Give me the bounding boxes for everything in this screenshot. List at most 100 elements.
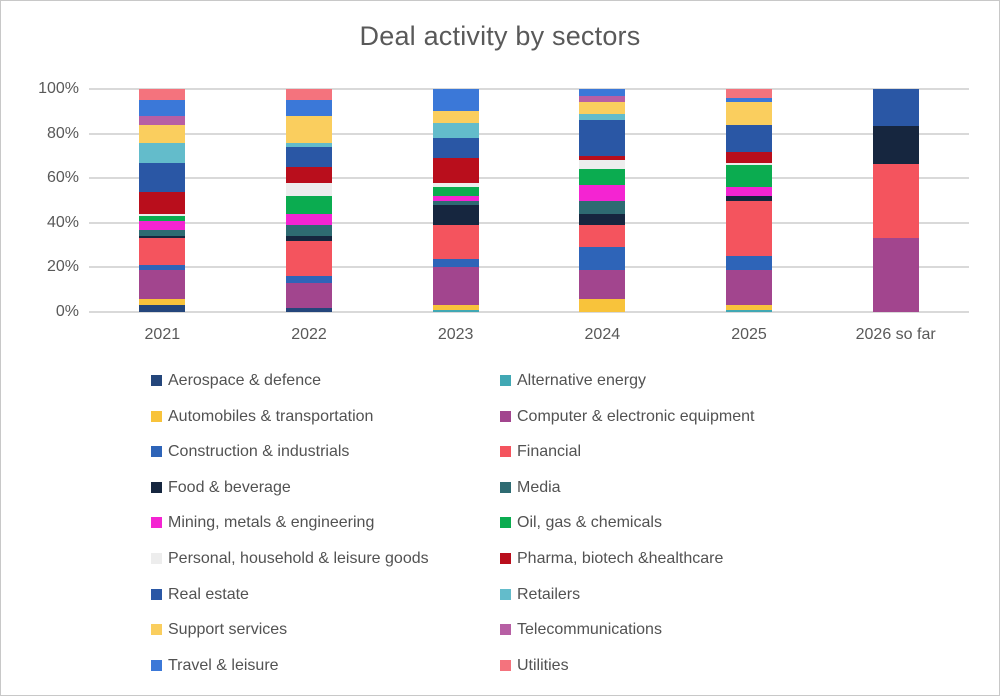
bar-segment (139, 305, 186, 312)
legend-swatch-icon (151, 517, 162, 529)
x-axis-category-label: 2024 (584, 326, 621, 343)
y-axis-tick-label: 40% (46, 213, 79, 231)
chart-title: Deal activity by sectors (359, 21, 641, 51)
legend-item: Media (500, 478, 754, 514)
bar-segment (432, 205, 479, 226)
bar-segment (286, 89, 332, 101)
y-axis-tick-label: 20% (46, 258, 79, 276)
stacked-bar (139, 89, 186, 312)
gridline (89, 132, 969, 135)
legend-swatch-icon (151, 375, 162, 386)
bar-segment (726, 102, 772, 125)
bar-segment (726, 305, 772, 310)
legend-label: Travel & leisure (168, 656, 279, 674)
legend-swatch-icon (151, 481, 162, 493)
legend-swatch-icon (151, 552, 162, 564)
legend-swatch-icon (151, 410, 162, 422)
bar-segment (139, 220, 186, 230)
legend-swatch-icon (151, 659, 162, 671)
legend-swatch-icon (500, 588, 511, 600)
legend-label: Utilities (517, 656, 569, 674)
bar-segment (286, 147, 332, 168)
legend-swatch-icon (151, 588, 162, 600)
legend-label: Mining, metals & engineering (168, 514, 375, 532)
legend-swatch-icon (151, 624, 162, 636)
bar-segment (872, 126, 919, 164)
bar-segment (286, 167, 332, 183)
y-axis-tick-label: 100% (38, 80, 79, 97)
bar-segment (432, 196, 479, 201)
bar-segment (579, 160, 626, 170)
bar-segment (579, 200, 626, 214)
legend-label: Real estate (168, 585, 249, 603)
gridline (89, 311, 969, 313)
bar-segment (726, 164, 772, 188)
bar-segment (726, 124, 772, 152)
stacked-bar (286, 89, 332, 312)
bar-segment (579, 213, 626, 226)
bar-segment (872, 89, 919, 127)
legend-item: Telecommunications (500, 620, 754, 656)
bar-segment (579, 269, 626, 299)
plot-area (89, 88, 969, 313)
legend-label: Automobiles & transportation (168, 407, 374, 425)
bar-segment (139, 191, 186, 214)
gridline (89, 221, 969, 224)
bar-segment (432, 122, 479, 139)
legend-item: Food & beverage (151, 478, 500, 514)
x-axis: 2021 2022 2023 2024 2025 2026 so far (89, 326, 969, 348)
bar-segment (432, 305, 479, 310)
bar-segment (286, 100, 332, 116)
y-axis-tick-label: 0% (55, 303, 79, 320)
legend-item: Travel & leisure (151, 656, 500, 692)
bar-segment (139, 142, 186, 163)
bar-segment (432, 225, 479, 259)
bar-segment (872, 237, 919, 312)
legend-label: Food & beverage (168, 478, 291, 496)
legend-item: Support services (151, 620, 500, 656)
gridline (89, 266, 969, 269)
bar-segment (139, 238, 186, 266)
bar-segment (432, 309, 479, 312)
stacked-bar (726, 89, 772, 312)
legend-item: Aerospace & defence (151, 371, 500, 407)
legend-label: Personal, household & leisure goods (168, 549, 429, 567)
x-axis-category-label: 2026 so far (855, 326, 936, 343)
bar-segment (139, 298, 186, 306)
bar-segment (432, 200, 479, 206)
legend-item: Personal, household & leisure goods (151, 549, 500, 585)
bar-segment (579, 95, 626, 103)
x-axis-category-label: 2021 (144, 326, 181, 343)
bar-segment (139, 269, 186, 299)
y-axis-tick-label: 80% (46, 124, 79, 142)
bar-segment (286, 240, 332, 277)
gridline (89, 88, 969, 90)
legend-swatch-icon (151, 446, 162, 458)
bar-segment (139, 162, 186, 192)
stacked-bar (872, 89, 919, 312)
gridline (89, 177, 969, 180)
legend-swatch-icon (500, 624, 511, 636)
bar-segment (726, 269, 772, 306)
bar-segment (579, 169, 626, 185)
legend-item: Utilities (500, 656, 754, 692)
bar-segment (432, 182, 479, 188)
stacked-bar (579, 89, 626, 312)
bar-segment (286, 182, 332, 197)
legend-swatch-icon (500, 517, 511, 529)
legend-item: Construction & industrials (151, 442, 500, 478)
bar-segment (579, 298, 626, 312)
legend-label: Construction & industrials (168, 443, 350, 461)
legend-label: Media (517, 478, 561, 496)
legend-item: Oil, gas & chemicals (500, 513, 754, 549)
bar-segment (139, 236, 186, 239)
bar-segment (139, 100, 186, 116)
bar-segment (726, 98, 772, 103)
legend-label: Financial (517, 443, 582, 461)
bar-segment (726, 309, 772, 312)
legend-swatch-icon (500, 410, 511, 422)
legend-item: Financial (500, 442, 754, 478)
bar-segment (579, 113, 626, 121)
bar-segment (726, 200, 772, 257)
bar-segment (286, 213, 332, 226)
